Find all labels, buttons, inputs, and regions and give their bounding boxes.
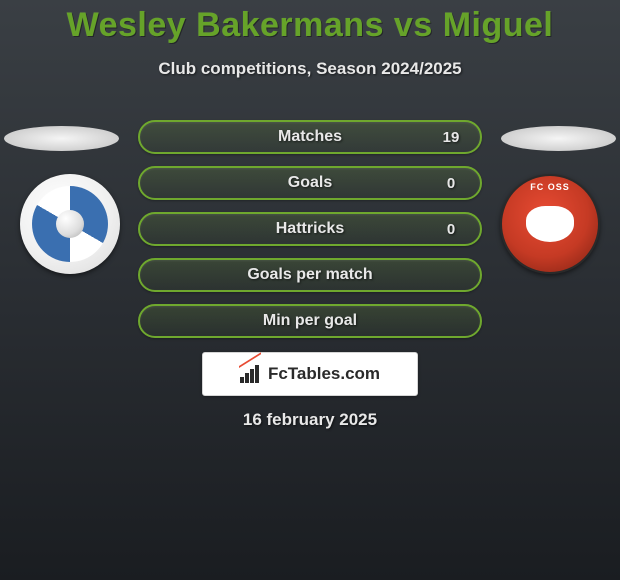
stat-label: Min per goal [140,312,480,330]
stat-label: Goals per match [140,266,480,284]
right-team-crest: FC OSS [500,174,600,274]
left-team-crest [20,174,120,274]
fc-eindhoven-crest-icon [32,186,108,262]
brand-badge: FcTables.com [202,352,418,396]
stat-row-goals-per-match: Goals per match [138,258,482,292]
brand-text: FcTables.com [268,364,380,384]
fc-oss-label: FC OSS [502,182,598,192]
stat-row-hattricks: Hattricks 0 [138,212,482,246]
stat-row-goals: Goals 0 [138,166,482,200]
left-shadow-ellipse [4,126,119,151]
right-shadow-ellipse [501,126,616,151]
page-title: Wesley Bakermans vs Miguel [0,0,620,45]
stats-container: Matches 19 Goals 0 Hattricks 0 Goals per… [138,120,482,350]
stat-row-min-per-goal: Min per goal [138,304,482,338]
date-label: 16 february 2025 [0,410,620,430]
soccer-ball-icon [56,210,84,238]
stat-label: Hattricks [140,220,480,238]
subtitle: Club competitions, Season 2024/2025 [0,59,620,79]
bar-chart-icon [240,365,262,383]
stat-row-matches: Matches 19 [138,120,482,154]
bull-icon [526,206,574,242]
stat-label: Matches [140,128,480,146]
stat-label: Goals [140,174,480,192]
